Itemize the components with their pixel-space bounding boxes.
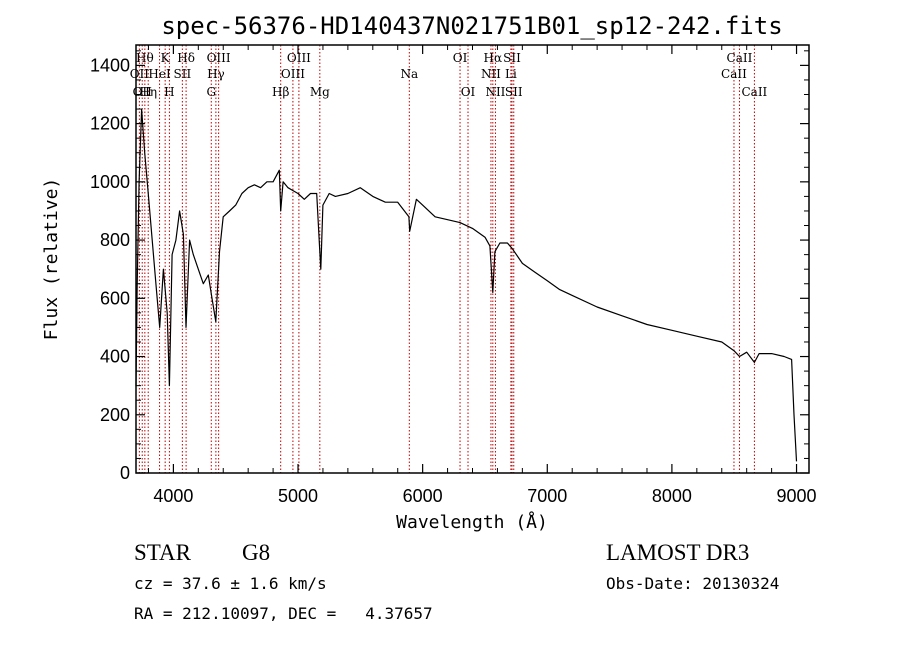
line-marker-label: Hδ: [177, 51, 195, 65]
line-marker-label: OII: [130, 67, 150, 81]
line-marker-label: Na: [400, 67, 418, 81]
line-marker-label: CaII: [741, 85, 767, 99]
y-tick-label: 1200: [90, 114, 130, 134]
obs-date: Obs-Date: 20130324: [606, 574, 779, 593]
y-tick-label: 1000: [90, 172, 130, 192]
x-tick-label: 5000: [278, 486, 318, 506]
y-tick-label: 1400: [90, 55, 130, 75]
y-tick-label: 200: [100, 405, 130, 425]
line-marker-label: OIII: [281, 67, 305, 81]
y-axis-ticks: 0 200 400 600 800 1000 1200 1400: [90, 50, 809, 483]
series-layer: [135, 108, 798, 462]
x-tick-label: 4000: [153, 486, 193, 506]
plot-frame: [135, 44, 810, 474]
line-marker-label: G: [206, 85, 216, 99]
line-marker-label: Hη: [139, 85, 157, 99]
chart-title: spec-56376-HD140437N021751B01_sp12-242.f…: [161, 12, 782, 40]
x-tick-label: 7000: [527, 486, 567, 506]
coordinates: RA = 212.10097, DEC = 4.37657: [134, 604, 433, 623]
line-marker-label: OII: [133, 85, 153, 99]
line-marker-label: Li: [505, 67, 517, 81]
line-marker-label: Hβ: [272, 85, 289, 99]
y-tick-label: 400: [100, 347, 130, 367]
line-marker-label: SII: [174, 67, 192, 81]
x-axis-ticks: 4000 5000 6000 7000 8000 9000: [147, 45, 817, 506]
y-tick-label: 800: [100, 230, 130, 250]
object-class: STAR: [134, 540, 192, 565]
line-marker-label: NII: [481, 67, 501, 81]
survey-name: LAMOST DR3: [606, 540, 749, 565]
line-marker-label: Mg: [310, 85, 330, 99]
line-marker-label: SII: [505, 85, 523, 99]
line-marker-label: Hα: [484, 51, 503, 65]
line-marker-label: CaII: [727, 51, 753, 65]
line-marker-label: OI: [453, 51, 468, 65]
line-marker-label: K: [161, 51, 171, 65]
y-tick-label: 600: [100, 288, 130, 308]
line-marker-label: OI: [461, 85, 476, 99]
x-axis-label: Wavelength (Å): [396, 511, 548, 533]
line-marker-label: OIII: [207, 51, 231, 65]
line-marker-label: HeI: [148, 67, 171, 81]
object-subclass: G8: [242, 540, 270, 565]
line-markers: [138, 45, 755, 473]
line-marker-label: SII: [503, 51, 521, 65]
y-tick-label: 0: [120, 463, 130, 483]
y-axis-label: Flux (relative): [41, 178, 62, 341]
line-marker-labels: OIIOIIHθHηHeIKHSIIHδGHγOIIIHβOIIIOIIIMgN…: [130, 51, 768, 99]
line-marker-label: Hγ: [207, 67, 225, 81]
line-marker-label: NII: [485, 85, 505, 99]
line-marker-label: H: [164, 85, 174, 99]
x-tick-label: 9000: [777, 486, 817, 506]
line-marker-label: OIII: [287, 51, 311, 65]
line-marker-label: CaII: [721, 67, 747, 81]
x-tick-label: 6000: [403, 486, 443, 506]
x-tick-label: 8000: [652, 486, 692, 506]
line-marker-label: Hθ: [136, 51, 154, 65]
redshift-text: cz = 37.6 ± 1.6 km/s: [134, 574, 327, 593]
spectrum-line: [135, 108, 798, 462]
